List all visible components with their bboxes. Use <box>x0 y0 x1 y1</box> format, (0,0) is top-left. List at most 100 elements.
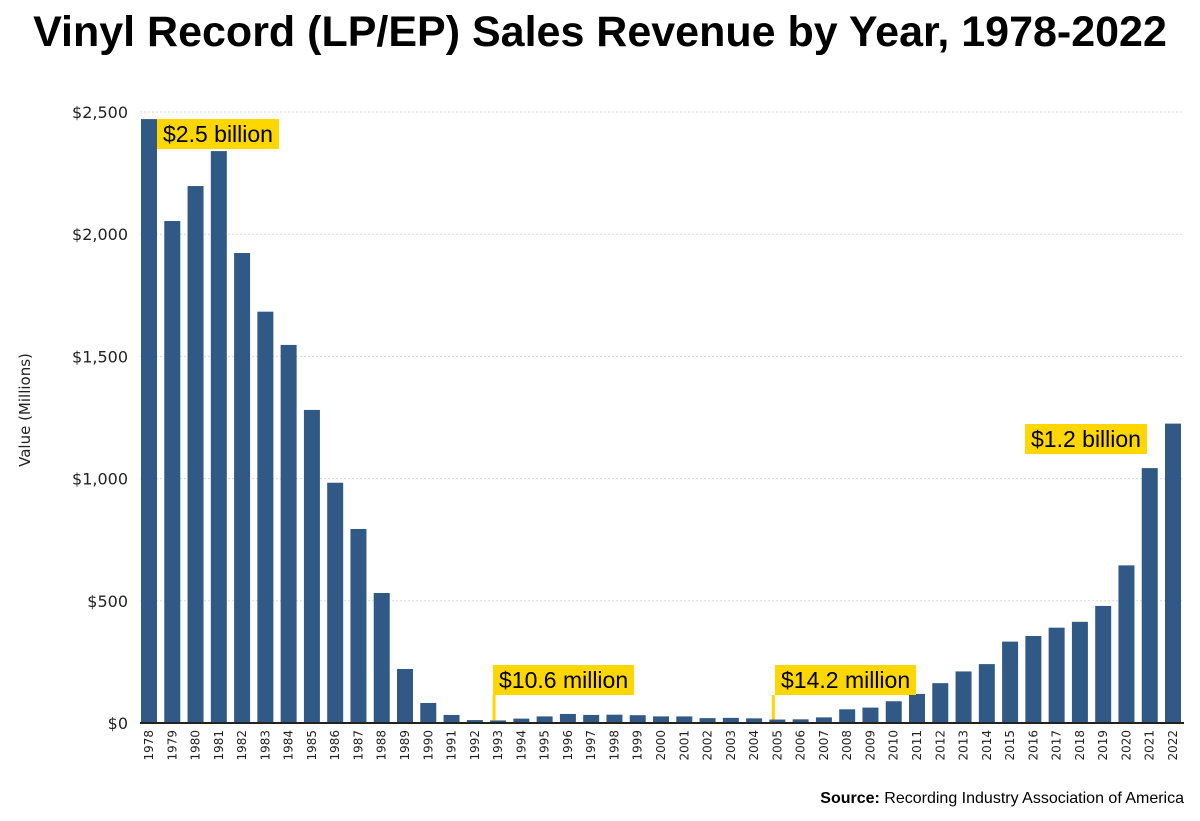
x-tick-label: 1995 <box>538 730 552 761</box>
x-tick-label: 1989 <box>398 730 412 761</box>
bar-2000 <box>653 716 669 723</box>
x-tick-label: 1991 <box>445 730 459 761</box>
x-tick-label: 1998 <box>607 730 621 761</box>
annotation-peak: $2.5 billion <box>157 119 279 149</box>
bar-2002 <box>699 718 716 723</box>
bar-2008 <box>839 709 856 723</box>
x-tick-label: 2008 <box>840 730 854 761</box>
x-tick-label: 2017 <box>1050 730 1064 761</box>
x-tick-label: 2021 <box>1143 730 1157 761</box>
bar-1985 <box>303 409 320 723</box>
x-tick-label: 2022 <box>1166 730 1180 761</box>
bar-2021 <box>1141 468 1158 723</box>
bar-1980 <box>187 186 204 723</box>
bar-2013 <box>955 671 972 723</box>
bar-1990 <box>420 702 437 723</box>
x-tick-label: 1980 <box>189 730 203 761</box>
y-tick-label: $1,500 <box>72 347 128 366</box>
bar-1984 <box>280 344 297 723</box>
x-tick-label: 2018 <box>1073 730 1087 761</box>
source-note: Source: Recording Industry Association o… <box>820 790 1184 808</box>
x-tick-label: 2000 <box>654 730 668 761</box>
x-tick-label: 2020 <box>1119 730 1133 761</box>
bar-2006 <box>792 719 809 723</box>
x-tick-label: 1999 <box>631 730 645 761</box>
x-tick-label: 2016 <box>1026 730 1040 761</box>
y-tick-label: $2,000 <box>72 225 128 244</box>
bar-1997 <box>583 714 600 723</box>
x-tick-label: 1988 <box>375 730 389 761</box>
x-tick-label: 1981 <box>212 730 226 761</box>
bar-2016 <box>1025 635 1042 723</box>
chart-title: Vinyl Record (LP/EP) Sales Revenue by Ye… <box>33 8 1167 56</box>
bar-1982 <box>234 253 251 723</box>
x-tick-label: 2002 <box>701 730 715 761</box>
bar-1991 <box>443 714 460 723</box>
x-tick-label: 2014 <box>980 730 994 761</box>
bar-1993 <box>490 720 507 723</box>
x-tick-label: 2012 <box>933 730 947 761</box>
bar-2005 <box>769 719 786 723</box>
bar-2009 <box>862 707 879 723</box>
x-tick-label: 1997 <box>584 730 598 761</box>
x-tick-label: 2003 <box>724 730 738 761</box>
source-text: Recording Industry Association of Americ… <box>884 790 1184 807</box>
bar-1999 <box>629 715 646 723</box>
annotation-1993-low: $10.6 million <box>493 665 635 695</box>
x-tick-label: 1982 <box>235 730 249 761</box>
bar-1996 <box>559 713 576 723</box>
bar-1979 <box>164 221 181 724</box>
x-tick-label: 1985 <box>305 730 319 761</box>
bar-2012 <box>932 683 949 723</box>
x-tick-label: 1979 <box>165 730 179 761</box>
source-label: Source: <box>820 790 880 807</box>
x-tick-label: 1983 <box>258 730 272 761</box>
bar-1983 <box>257 311 274 723</box>
x-tick-label: 1986 <box>328 730 342 761</box>
x-tick-label: 2007 <box>817 730 831 761</box>
bar-2020 <box>1118 565 1135 723</box>
x-tick-label: 1984 <box>282 730 296 761</box>
x-tick-label: 2013 <box>957 730 971 761</box>
bar-2011 <box>909 693 925 723</box>
annotation-2022: $1.2 billion <box>1025 424 1147 454</box>
bar-2014 <box>978 664 995 723</box>
annotation-2005-low: $14.2 million <box>775 665 917 695</box>
bar-1978 <box>141 119 157 724</box>
x-tick-label: 1990 <box>421 730 435 761</box>
bar-1994 <box>513 718 530 723</box>
bar-2019 <box>1095 605 1112 723</box>
x-tick-label: 2019 <box>1096 730 1110 761</box>
x-tick-label: 1992 <box>468 730 482 761</box>
x-tick-label: 2004 <box>747 730 761 761</box>
bar-1998 <box>606 714 623 723</box>
x-tick-label: 1993 <box>491 730 505 761</box>
x-tick-label: 1994 <box>514 730 528 761</box>
bar-1986 <box>327 482 344 723</box>
bar-2007 <box>815 717 832 723</box>
bar-1992 <box>466 720 483 723</box>
x-tick-label: 1987 <box>351 730 365 761</box>
x-tick-label: 1978 <box>142 730 156 761</box>
bar-1987 <box>350 528 367 723</box>
y-tick-label: $0 <box>108 714 128 733</box>
x-tick-label: 2005 <box>770 730 784 761</box>
bar-2004 <box>746 718 763 723</box>
bar-2003 <box>722 717 739 723</box>
bar-2017 <box>1048 627 1065 723</box>
x-tick-label: 1996 <box>561 730 575 761</box>
x-tick-label: 2001 <box>677 730 691 761</box>
x-tick-label: 2015 <box>1003 730 1017 761</box>
x-tick-label: 2009 <box>863 730 877 761</box>
x-tick-label: 2010 <box>887 730 901 761</box>
x-tick-label: 2006 <box>794 730 808 761</box>
bar-2018 <box>1071 621 1088 723</box>
y-tick-label: $2,500 <box>72 103 128 122</box>
bar-2022 <box>1165 423 1181 723</box>
bar-2010 <box>885 701 902 723</box>
bar-1988 <box>373 592 390 723</box>
x-tick-label: 2011 <box>910 730 924 761</box>
bar-2015 <box>1002 641 1019 723</box>
